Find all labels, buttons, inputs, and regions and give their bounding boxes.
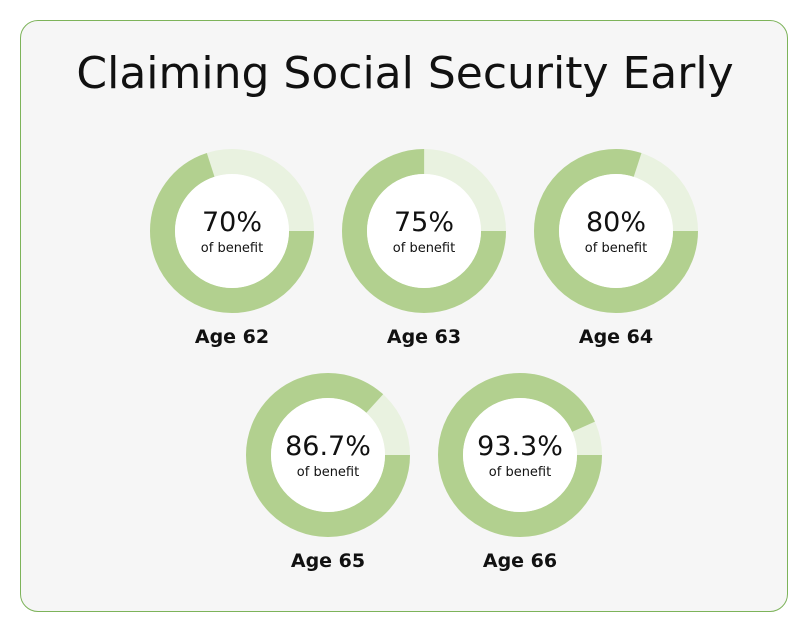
card-frame [20, 20, 788, 612]
age-category-label: Age 62 [194, 326, 270, 348]
donut-svg [246, 373, 410, 537]
age-category-label: Age 64 [578, 326, 654, 348]
donut-chart-1: 70% of benefit [150, 149, 314, 313]
donut-benefit-slice [246, 373, 410, 537]
age-category-label: Age 65 [290, 550, 366, 572]
donut-value-label: 93.3% [477, 431, 563, 462]
donut-svg [534, 149, 698, 313]
donut-hole [367, 174, 481, 288]
donut-sublabel: of benefit [392, 241, 456, 256]
donut-chart-2: 75% of benefit [342, 149, 506, 313]
donut-chart-3: 80% of benefit [534, 149, 698, 313]
donut-sublabel: of benefit [200, 241, 264, 256]
donut-svg [150, 149, 314, 313]
donut-benefit-slice [342, 149, 506, 313]
donut-svg [342, 149, 506, 313]
age-category-label: Age 63 [386, 326, 462, 348]
donut-value-label: 86.7% [285, 431, 371, 462]
donut-sublabel: of benefit [488, 465, 552, 480]
donut-value-label: 70% [201, 207, 262, 238]
donut-benefit-slice [534, 149, 698, 313]
donut-hole [559, 174, 673, 288]
donut-value-label: 80% [585, 207, 646, 238]
donut-hole [463, 398, 577, 512]
donut-value-label: 75% [393, 207, 454, 238]
donut-hole [175, 174, 289, 288]
donut-chart-5: 93.3% of benefit [438, 373, 602, 537]
age-category-label: Age 66 [482, 550, 558, 572]
donut-benefit-slice [150, 149, 314, 313]
donut-svg [438, 373, 602, 537]
donut-sublabel: of benefit [584, 241, 648, 256]
donut-sublabel: of benefit [296, 465, 360, 480]
chart-title: Claiming Social Security Early [76, 48, 734, 99]
donut-chart-4: 86.7% of benefit [246, 373, 410, 537]
donut-benefit-slice [438, 373, 602, 537]
donut-hole [271, 398, 385, 512]
